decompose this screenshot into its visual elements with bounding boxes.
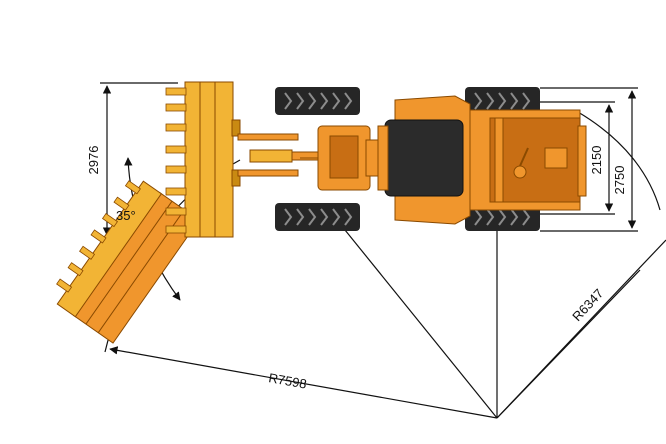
bucket-swept bbox=[56, 180, 200, 344]
bucket-body bbox=[184, 81, 234, 238]
front-left-tire bbox=[275, 87, 360, 115]
bucket-straight bbox=[165, 81, 241, 238]
rear-left-tire bbox=[465, 87, 540, 115]
tilt-cylinder bbox=[249, 149, 293, 163]
bucket-teeth bbox=[165, 87, 187, 234]
front-right-tire bbox=[275, 203, 360, 231]
front-frame bbox=[300, 125, 387, 191]
outer-turning-radius-label: R7598 bbox=[267, 370, 307, 391]
lift-arm bbox=[237, 133, 323, 177]
inner-turning-radius-label: R6347 bbox=[569, 286, 606, 324]
radius-line-front bbox=[344, 229, 498, 419]
articulation-angle-label: 35° bbox=[116, 208, 136, 223]
cab bbox=[377, 119, 464, 197]
overall-width-label: 2750 bbox=[612, 166, 627, 195]
inner-radius-line bbox=[496, 239, 666, 419]
bucket-width-label: 2976 bbox=[86, 146, 101, 175]
outer-radius-line bbox=[109, 346, 498, 419]
track-width-label: 2150 bbox=[589, 146, 604, 175]
